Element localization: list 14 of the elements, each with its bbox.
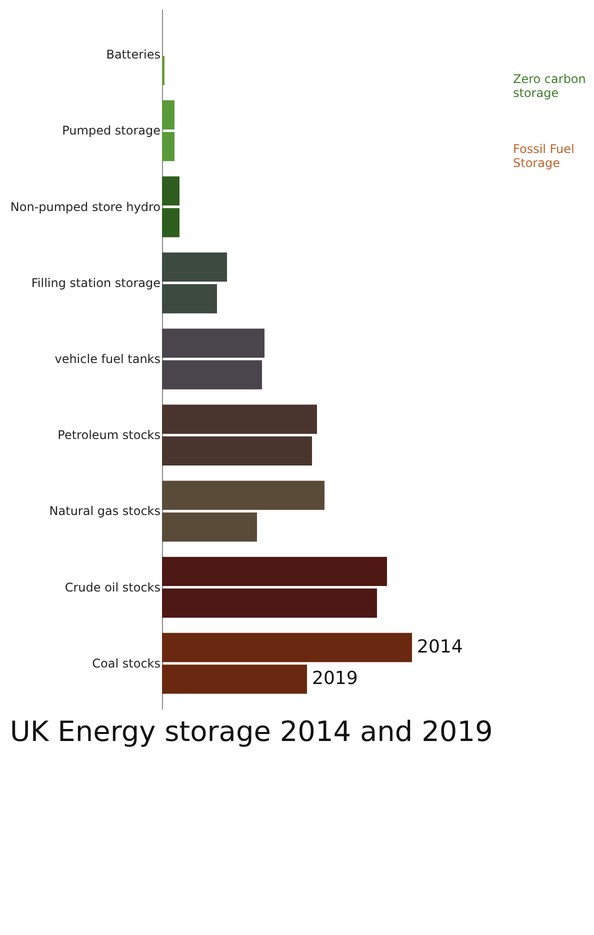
y-tick-label: Petroleum stocks [58,428,160,442]
y-tick-label: Pumped storage [62,124,160,138]
text: UK Energy storage 2014 and 2019 [10,715,493,748]
y-tick-label: vehicle fuel tanks [54,352,160,366]
y-tick-label: Coal stocks [92,656,160,670]
y-tick-label: Crude oil stocks [64,580,160,594]
text: Fossil Fuel Storage [513,142,574,170]
text: Zero carbon storage [513,72,586,100]
series-label: 2019 [312,668,358,690]
series-label: 2014 [417,636,463,658]
y-tick-label: Batteries [106,48,160,62]
y-tick-label: Non-pumped store hydro [10,200,160,214]
y-tick-label: Natural gas stocks [49,504,160,518]
y-tick-label: Filling station storage [31,276,160,290]
